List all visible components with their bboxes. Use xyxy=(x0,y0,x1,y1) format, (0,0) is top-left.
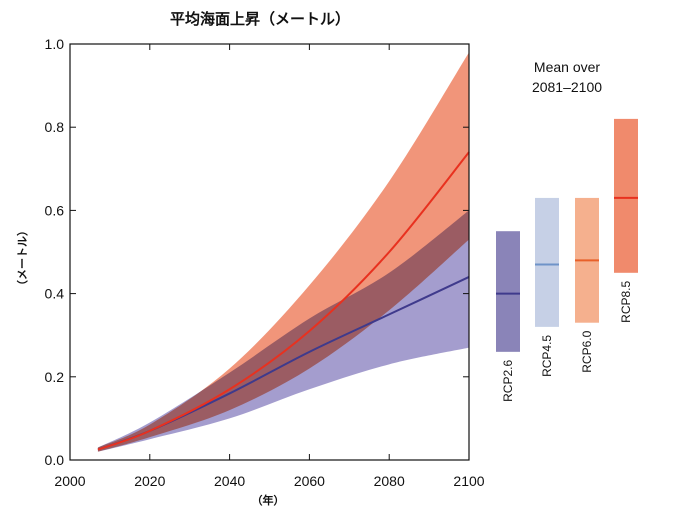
y-tick-label: 0.4 xyxy=(45,286,65,302)
chart-title: 平均海面上昇（メートル） xyxy=(170,10,350,28)
x-tick-label: 2100 xyxy=(453,473,484,489)
side-bar-label: RCP2.6 xyxy=(501,360,515,402)
y-tick-label: 0.6 xyxy=(45,202,65,218)
x-tick-label: 2060 xyxy=(294,473,325,489)
plot-frame xyxy=(69,43,470,461)
y-tick-label: 1.0 xyxy=(45,36,65,52)
side-bar-rcp45 xyxy=(535,197,559,327)
axis-ticks: 2000 2020 2040 2060 2080 2100 0.0 0.2 0.4 0.6 0.8 1… xyxy=(45,36,485,489)
x-tick-label: 2000 xyxy=(54,473,85,489)
x-tick-label: 2020 xyxy=(134,473,165,489)
side-bar-rcp26 xyxy=(496,231,520,352)
rcp26-uncertainty-band xyxy=(97,210,470,452)
side-bar-rcp85 xyxy=(614,118,638,273)
x-tick-label: 2080 xyxy=(374,473,405,489)
x-axis-label: （年） xyxy=(252,493,285,507)
side-bar-label: RCP4.5 xyxy=(540,335,554,377)
y-axis-label: （メートル） xyxy=(16,225,29,291)
side-panel: RCP2.6 RCP4.5 RCP6.0 RCP8.5 xyxy=(496,118,638,402)
side-bar-label: RCP8.5 xyxy=(619,280,633,322)
x-tick-label: 2040 xyxy=(214,473,245,489)
y-tick-label: 0.2 xyxy=(45,369,65,385)
plot-area xyxy=(97,52,470,452)
side-panel-title-line2: 2081–2100 xyxy=(532,79,602,95)
y-tick-label: 0.0 xyxy=(45,452,65,468)
rcp85-mean-line xyxy=(97,151,470,451)
y-tick-label: 0.8 xyxy=(45,119,65,135)
side-bar-label: RCP6.0 xyxy=(580,330,594,372)
side-panel-title-line1: Mean over xyxy=(534,59,600,75)
